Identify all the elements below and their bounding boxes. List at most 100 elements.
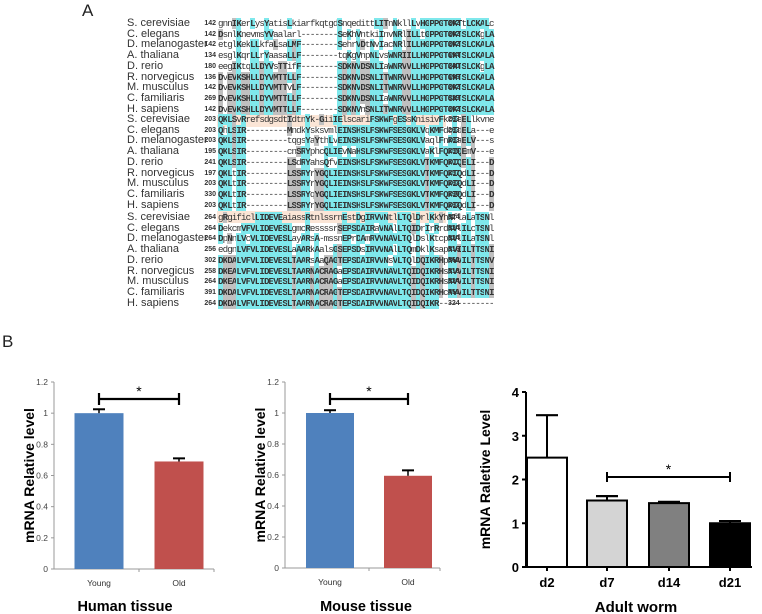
end-position: 263 (448, 126, 460, 134)
end-position: 318 (448, 267, 460, 275)
y-tick-label: 1 (512, 516, 519, 531)
start-position: 330 (204, 190, 216, 198)
end-position: 240 (448, 62, 460, 70)
species-name: H. sapiens (127, 296, 179, 309)
start-position: 264 (204, 299, 216, 307)
end-position: 324 (448, 214, 460, 221)
sequence: esglKqrLLrYaasaLLF--------tqKgVnpNLvsWNR… (218, 50, 495, 62)
end-position: 202 (448, 30, 460, 38)
species-name: A. thaliana (127, 49, 179, 62)
bar-d2 (526, 456, 568, 568)
start-position: 142 (204, 20, 216, 27)
species-name: R. norvegicus (127, 166, 195, 179)
sequence: DvEVKSHLLDYVMTTLLF--------SDKNVDSNLIaWNR… (218, 92, 495, 104)
y-tick-label: 1.2 (267, 377, 279, 387)
y-tick-label: 0.6 (36, 471, 48, 481)
species-name: H. sapiens (127, 102, 179, 115)
y-tick-label: 0.8 (267, 439, 279, 449)
species-name: D. melanogaster (127, 134, 208, 147)
sequence: DKDALVFVLIDEVESLTAARNACRAGTEPSDAIRVVNAVL… (218, 286, 495, 298)
bar-young (74, 413, 124, 569)
sequence: eegIKtqLLDYVsTTifF--------SDKNVDSNLIaWNR… (218, 60, 495, 72)
y-tick-label: 0.8 (36, 439, 48, 449)
species-name: D. melanogaster (127, 38, 208, 51)
alignment-row: C. elegans 203 QhLSIR---------MndkYsksvmlE… (0, 123, 762, 136)
alignment-row: S. cerevisiae 264 gRgificlLIDEVEaiassRtnls… (0, 212, 762, 223)
alignment-row: C. familiaris 391 DKDALVFVLIDEVESLTAARNACR… (0, 285, 762, 298)
bar-d21 (709, 522, 751, 568)
y-tick-label: 0.2 (36, 533, 48, 543)
x-tick-label: Old (172, 578, 186, 588)
end-position: 263 (448, 137, 460, 145)
end-position: 194 (448, 52, 460, 60)
start-position: 142 (204, 30, 216, 38)
end-position: 324 (448, 299, 460, 307)
sequence: QKLSIR---------tqgsYaYthLvEINSHSLFSKWFSE… (218, 135, 495, 147)
start-position: 269 (204, 94, 216, 102)
start-position: 195 (204, 148, 216, 156)
species-name: S. cerevisiae (127, 211, 190, 223)
sequence: etglKekLLkfaLsaLMF--------SehrVDtNvIacNR… (218, 39, 495, 51)
alignment-row: C. elegans 264 DekcmVFVLIDEVESLgmcRessssrS… (0, 222, 762, 234)
start-position: 264 (204, 278, 216, 286)
end-position: 263 (448, 180, 460, 188)
sequence: DKEALVFVLIDEVESLTAARNACRAGaEPSDAIRVVNAVL… (218, 265, 495, 277)
end-position: 329 (448, 94, 460, 102)
alignment-row: D. rerio 302 DKDALVFVLIDEVESLTAARsAaQAGTEP… (0, 254, 762, 266)
start-position: 302 (204, 256, 216, 264)
sequence: QKLtIR---------LSSRYqYGQLIEINSHSLFSKWFSE… (218, 188, 495, 200)
panel-a-label: A (82, 1, 94, 20)
panel-b-label: B (2, 332, 14, 351)
y-tick-label: 0 (43, 564, 48, 574)
chart-title: Adult worm (595, 599, 678, 614)
species-name: C. elegans (127, 123, 180, 136)
species-name: D. rerio (127, 59, 164, 72)
species-name: R. norvegicus (127, 70, 195, 83)
x-tick-label: d2 (539, 575, 554, 590)
alignment-row: R. norvegicus 258 DKEALVFVLIDEVESLTAARNACR… (0, 265, 762, 277)
sequence: QKLSvRrefsdgsdtIdtnYk-GiiIElscariFSKWFgE… (218, 114, 495, 125)
end-position: 257 (448, 169, 460, 177)
x-tick-label: d21 (719, 575, 741, 590)
alignment-row: S. cerevisiae 203 QKLSvRrefsdgsdtIdtnYk-Gi… (0, 114, 762, 125)
sequence: QKLtIR---------LSSRYrYGQLIEINSHSLFSKWFSE… (218, 167, 495, 179)
sequence: DsnlKnevmsYVaalarl--------SeKhVntkiInvNR… (218, 28, 495, 40)
start-position: 256 (204, 246, 216, 254)
start-position: 134 (204, 52, 216, 60)
species-name: C. familiaris (127, 285, 185, 298)
start-position: 180 (204, 62, 216, 70)
start-position: 197 (204, 169, 216, 177)
y-axis-label: mRNA Relative level (21, 408, 37, 543)
end-position: 324 (448, 224, 460, 232)
species-name: M. musculus (127, 275, 189, 288)
x-tick-label: d14 (658, 575, 681, 590)
x-tick-label: Old (401, 577, 415, 587)
x-tick-label: Young (318, 577, 342, 587)
start-position: 203 (204, 126, 216, 134)
start-position: 258 (204, 267, 216, 275)
alignment-row: S. cerevisiae 142 gnnIKerLysYatisLkiarfkqt… (0, 18, 762, 29)
species-name: M. musculus (127, 81, 189, 94)
end-position: 324 (448, 278, 460, 286)
alignment-row: C. elegans 142 DsnlKnevmsYVaalarl--------S… (0, 28, 762, 40)
end-position: 202 (448, 20, 460, 27)
end-position: 255 (448, 148, 460, 156)
sequence: DKDALVFVLIDEVESLTAARsAaQAGTEPSDAIRVVNsVL… (218, 254, 495, 266)
sequence: QKLtIR---------LSSRYrYGQLIEINSHSLFSKWFSE… (218, 178, 495, 190)
y-tick-label: 0 (512, 560, 519, 575)
sequence: QKLtIR---------LSSRYrYGQLIEINSHSLFSKWFSE… (218, 199, 495, 211)
species-name: S. cerevisiae (127, 17, 190, 29)
significance-star: * (666, 461, 672, 477)
end-position: 316 (448, 246, 460, 254)
alignment-row: H. sapiens 264 DKDALVFVLIDEVESLTAARNACRAGT… (0, 296, 762, 309)
alignment-row: R. norvegicus 197 QKLtIR---------LSSRYrYGQ… (0, 166, 762, 179)
alignment-row: C. familiaris 269 DvEVKSHLLDYVMTTLLF------… (0, 92, 762, 104)
alignment-row: M. musculus 142 DvEVKSHLLDYVMTTvLF--------… (0, 81, 762, 94)
start-position: 241 (204, 158, 216, 166)
end-position: 263 (448, 201, 460, 209)
alignment-row: D. melanogaster 264 DpNnLVcVLIDEVESLayARsA… (0, 233, 762, 245)
significance-star: * (366, 383, 372, 399)
significance-star: * (136, 383, 142, 399)
end-position: 301 (448, 158, 460, 166)
bar-young (306, 413, 354, 568)
